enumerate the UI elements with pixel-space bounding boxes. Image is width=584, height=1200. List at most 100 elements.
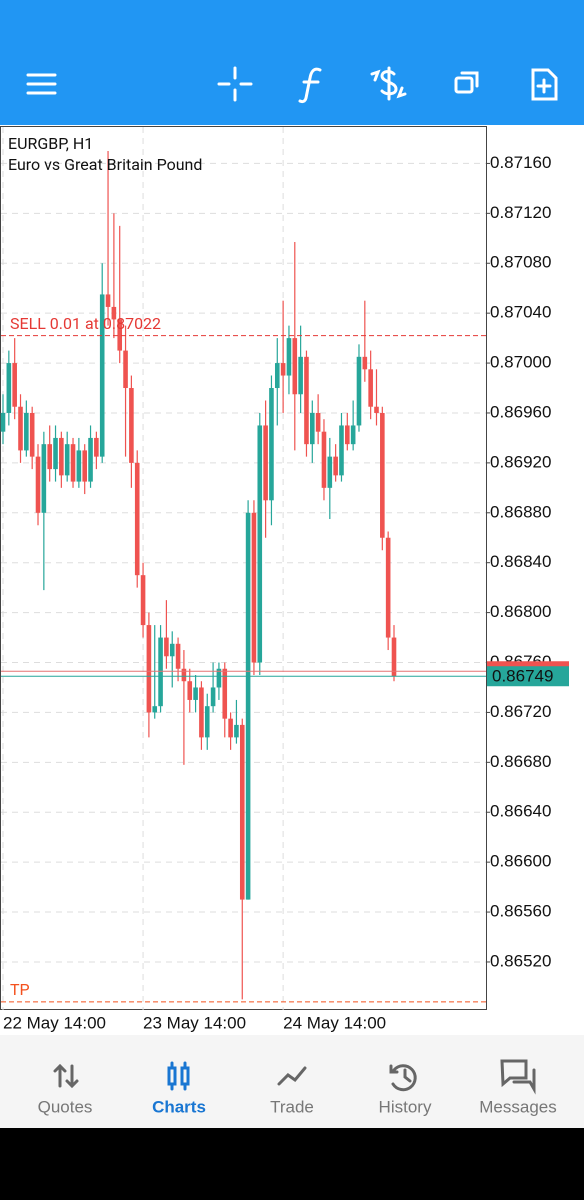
nav-label[interactable]: Trade [270, 1097, 314, 1116]
candle-body [368, 369, 373, 407]
candle-body [292, 338, 298, 395]
candle-body [181, 668, 187, 682]
nav-label[interactable]: Charts [152, 1097, 206, 1116]
y-tick-label: 0.86960 [490, 402, 551, 421]
candle-body [12, 363, 17, 407]
chart-description: Euro vs Great Britain Pound [8, 155, 202, 174]
candle-body [333, 456, 338, 476]
candle-body [82, 450, 88, 482]
candle-body [350, 425, 356, 445]
nav-label[interactable]: History [379, 1097, 432, 1116]
y-tick-label: 0.86600 [490, 852, 551, 871]
candle-body [193, 687, 198, 700]
quotes-icon [53, 1063, 79, 1089]
bottom-nav [0, 1035, 584, 1128]
candle-body [263, 425, 268, 501]
candle-body [175, 643, 181, 669]
x-tick-label: 22 May 14:00 [3, 1013, 106, 1032]
x-tick-label: 23 May 14:00 [143, 1013, 246, 1032]
candle-body [391, 637, 397, 677]
indicators-button[interactable] [298, 67, 322, 104]
candle-body [216, 668, 222, 688]
menu-button[interactable] [26, 73, 57, 95]
candle-body [111, 306, 117, 320]
ask-marker [487, 661, 569, 668]
trade-button[interactable] [370, 66, 407, 101]
candle-body [146, 625, 152, 713]
candle-body [134, 462, 140, 576]
candle-body [59, 437, 64, 476]
chart-symbol: EURGBP, H1 [8, 134, 93, 153]
candle-body [234, 724, 239, 738]
y-tick-label: 0.86640 [490, 802, 551, 821]
candle-body [385, 537, 391, 638]
candle-body [204, 706, 210, 738]
crosshair-button[interactable] [217, 66, 253, 102]
history-icon [389, 1064, 417, 1092]
y-tick-label: 0.86560 [490, 902, 551, 921]
candle-body [321, 431, 327, 488]
candle-body [239, 724, 245, 900]
y-tick-label: 0.86800 [490, 602, 551, 621]
position-label: SELL 0.01 at 0.87022 [10, 314, 161, 333]
candle-body [41, 444, 47, 513]
candle-body [35, 456, 41, 513]
y-tick-label: 0.86840 [490, 552, 551, 571]
nav-label[interactable]: Quotes [38, 1097, 93, 1116]
y-tick-label: 0.86680 [490, 752, 551, 771]
y-tick-label: 0.86920 [490, 452, 551, 471]
candle-body [129, 388, 134, 463]
nav-label[interactable]: Messages [479, 1097, 556, 1116]
trade-icon [277, 1066, 307, 1086]
candle-body [199, 687, 204, 738]
candle-body [274, 363, 280, 389]
candle-body [339, 425, 344, 476]
messages-icon [500, 1059, 536, 1095]
y-tick-label: 0.86520 [490, 951, 551, 970]
candle-body [286, 338, 292, 376]
candle-body [228, 718, 233, 738]
candle-body [99, 294, 105, 457]
candle-body [257, 425, 263, 663]
y-tick-label: 0.86720 [490, 702, 551, 721]
candle-body [158, 637, 163, 707]
candle-body [374, 406, 379, 413]
y-tick-label: 0.87160 [490, 153, 551, 172]
candle-body [164, 637, 169, 657]
candle-body [29, 412, 35, 457]
candle-body [245, 512, 251, 900]
candle-body [123, 350, 128, 389]
charts-icon [167, 1061, 190, 1091]
candle-body [94, 437, 99, 457]
y-tick-label: 0.86880 [490, 502, 551, 521]
candle-body [356, 356, 362, 426]
candle-body [309, 412, 315, 445]
candle-body [269, 388, 274, 501]
candle-body [152, 706, 158, 713]
candle-body [140, 575, 146, 626]
system-bar [0, 1128, 584, 1200]
windows-button[interactable] [454, 71, 479, 94]
candle-body [210, 687, 216, 707]
x-tick-label: 24 May 14:00 [283, 1013, 386, 1032]
candle-body [18, 406, 23, 451]
candle-body [327, 456, 333, 488]
candle-body [88, 437, 93, 482]
candle-body [315, 412, 321, 432]
candle-body [345, 425, 350, 445]
bid-marker [487, 666, 569, 687]
toolbar [0, 0, 584, 125]
candle-body [6, 363, 12, 413]
candle-body [187, 681, 193, 700]
candle-body [24, 412, 29, 451]
candle-body [64, 444, 70, 476]
candle-body [0, 412, 6, 432]
candle-body [169, 643, 175, 657]
candle-body [298, 356, 303, 395]
tp-label: TP [10, 980, 30, 999]
candle-body [280, 363, 286, 376]
candle-body [117, 319, 123, 351]
new-order-button[interactable] [531, 68, 558, 101]
